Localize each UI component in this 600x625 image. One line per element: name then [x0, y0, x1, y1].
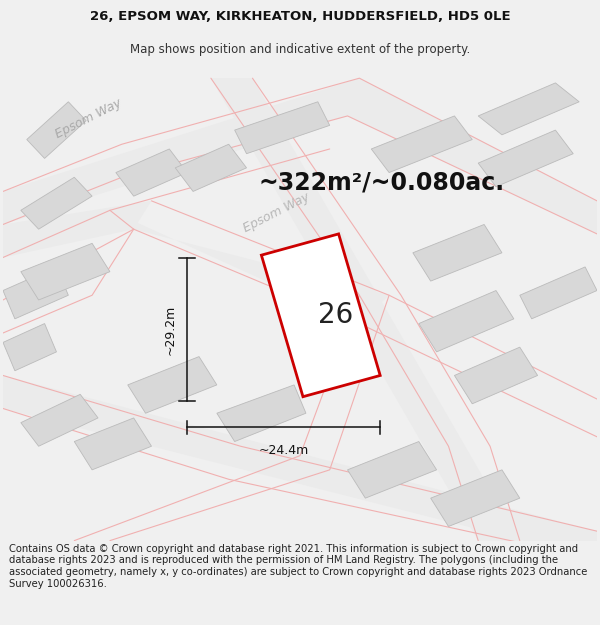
Polygon shape — [27, 102, 86, 158]
Polygon shape — [175, 144, 247, 191]
Polygon shape — [478, 130, 573, 187]
Text: ~29.2m: ~29.2m — [163, 304, 176, 354]
Polygon shape — [520, 267, 597, 319]
Polygon shape — [74, 418, 151, 470]
Polygon shape — [347, 441, 437, 498]
Polygon shape — [21, 394, 98, 446]
Polygon shape — [3, 78, 597, 234]
Polygon shape — [3, 267, 68, 319]
Polygon shape — [3, 376, 597, 559]
Polygon shape — [116, 149, 187, 196]
Text: ~24.4m: ~24.4m — [259, 444, 309, 457]
Polygon shape — [211, 78, 520, 541]
Text: Epsom Way: Epsom Way — [53, 96, 124, 141]
Text: 26: 26 — [318, 301, 353, 329]
Polygon shape — [21, 177, 92, 229]
Polygon shape — [21, 243, 110, 300]
Text: ~322m²/~0.080ac.: ~322m²/~0.080ac. — [259, 170, 505, 194]
Polygon shape — [110, 210, 389, 324]
Text: Epsom Way: Epsom Way — [241, 191, 311, 235]
Polygon shape — [3, 324, 56, 371]
Polygon shape — [478, 83, 579, 135]
Polygon shape — [454, 347, 538, 404]
Polygon shape — [128, 357, 217, 413]
Polygon shape — [217, 385, 306, 441]
Polygon shape — [431, 470, 520, 526]
Polygon shape — [413, 224, 502, 281]
Polygon shape — [235, 102, 330, 154]
Polygon shape — [371, 116, 472, 172]
Polygon shape — [419, 291, 514, 352]
Text: Contains OS data © Crown copyright and database right 2021. This information is : Contains OS data © Crown copyright and d… — [9, 544, 587, 589]
Text: Map shows position and indicative extent of the property.: Map shows position and indicative extent… — [130, 42, 470, 56]
Polygon shape — [3, 201, 151, 258]
Polygon shape — [262, 234, 380, 397]
Text: 26, EPSOM WAY, KIRKHEATON, HUDDERSFIELD, HD5 0LE: 26, EPSOM WAY, KIRKHEATON, HUDDERSFIELD,… — [89, 10, 511, 23]
